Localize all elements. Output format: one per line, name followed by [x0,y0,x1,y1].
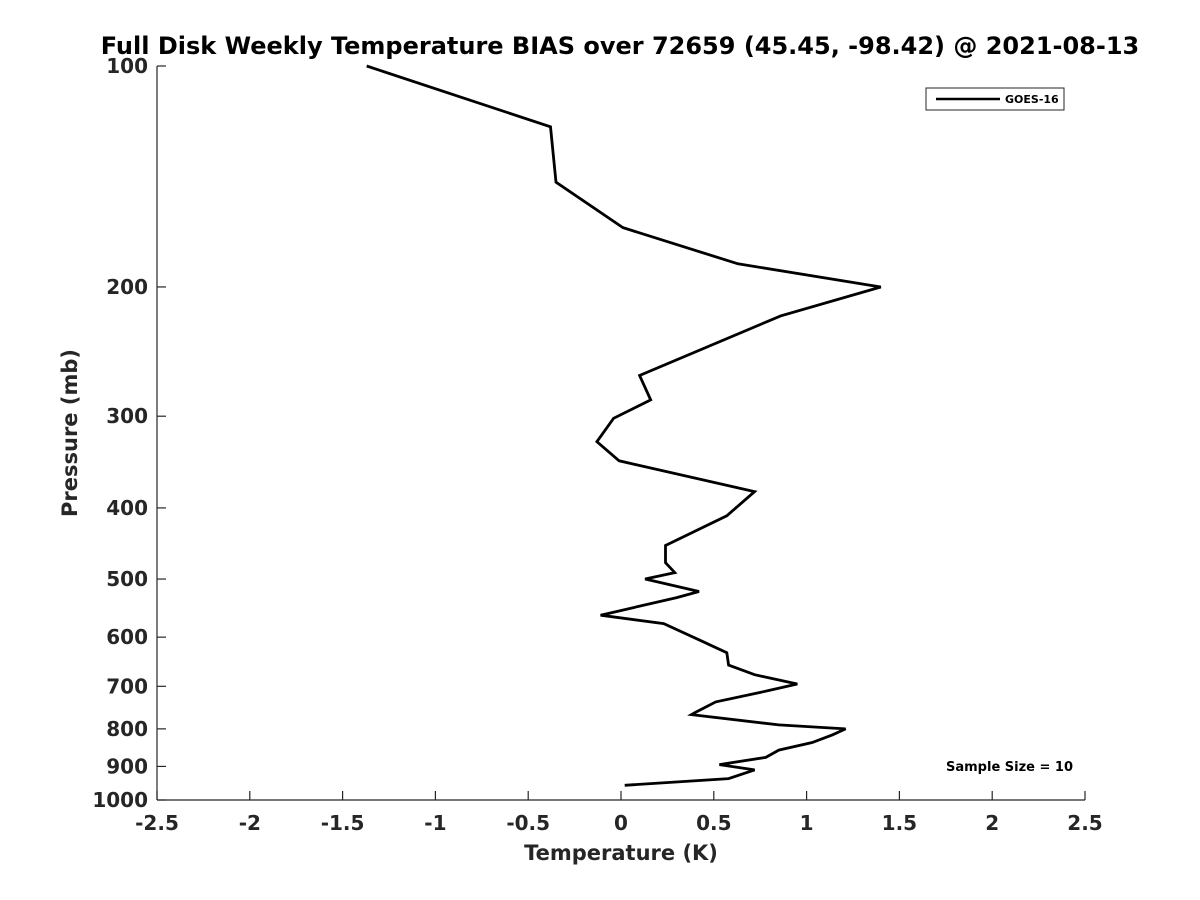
y-tick-label: 900 [106,754,148,778]
y-tick-label: 400 [106,496,148,520]
y-tick-label: 200 [106,275,148,299]
sample-size-annotation: Sample Size = 10 [946,760,1073,775]
y-tick-label: 500 [106,567,148,591]
x-tick-label: 2 [985,811,999,835]
x-tick-label: -1 [424,811,446,835]
x-tick-label: -1.5 [321,811,365,835]
x-tick-label: 1 [800,811,814,835]
x-tick-label: 0.5 [696,811,731,835]
legend-label-goes-16: GOES-16 [1005,93,1059,106]
x-tick-label: -2.5 [135,811,179,835]
y-axis-label: Pressure (mb) [58,349,82,517]
x-tick-label: -0.5 [506,811,550,835]
series-layer [366,64,882,787]
x-tick-label: -2 [239,811,261,835]
chart-title: Full Disk Weekly Temperature BIAS over 7… [101,32,1140,60]
x-tick-label: 2.5 [1067,811,1102,835]
y-tick-label: 100 [106,54,148,78]
legend: GOES-16 [925,87,1065,111]
y-tick-label: 800 [106,717,148,741]
y-tick-label: 600 [106,625,148,649]
x-tick-label: 1.5 [882,811,917,835]
series-line-goes-16 [366,64,882,787]
x-tick-label: 0 [614,811,628,835]
x-axis-label: Temperature (K) [524,841,718,865]
x-axis: -2.5 -2 -1.5 -1 -0.5 0 0.5 1 1.5 2 2.5 [135,791,1103,835]
y-tick-label: 1000 [92,788,148,812]
y-tick-label: 700 [106,674,148,698]
y-tick-label: 300 [106,404,148,428]
y-axis: 100 200 300 400 500 600 700 800 900 1000 [92,54,166,812]
